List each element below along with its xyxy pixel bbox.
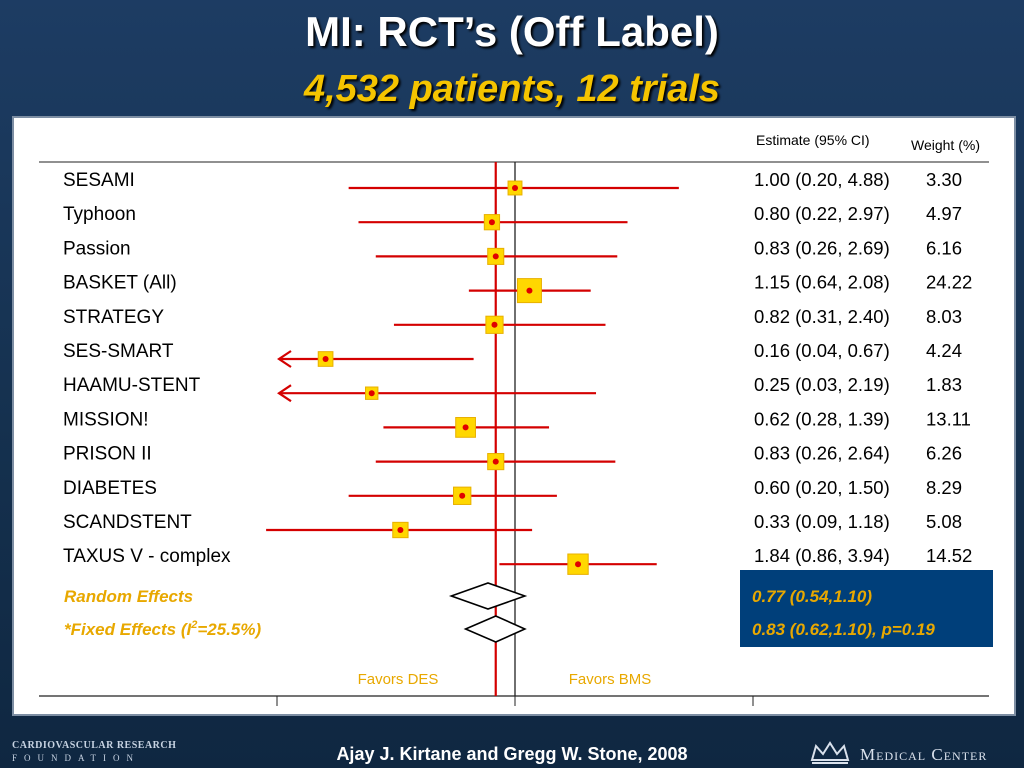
random-effects-label: Random Effects: [64, 587, 193, 606]
trial-name: STRATEGY: [63, 307, 164, 328]
crf-logo-line2: FOUNDATION: [12, 753, 140, 763]
weight-value: 5.08: [926, 511, 962, 532]
fixed-effects-ci: 0.83 (0.62,1.10), p=0.19: [752, 620, 935, 639]
forest-plot: .1 1 10 Estimate (95% CI) Weight (%) SESAMI 1.…: [39, 132, 994, 714]
favors-des-label: Favors DES: [358, 671, 439, 688]
ci-value: 0.83 (0.26, 2.69): [754, 237, 890, 258]
crown-icon: [810, 741, 850, 764]
random-effects-ci: 0.77 (0.54,1.10): [752, 587, 872, 606]
fixed-effects-label-superscript: 2: [190, 619, 197, 631]
weight-value: 3.30: [926, 169, 962, 190]
trial-name: PRISON II: [63, 444, 152, 465]
weight-value: 24.22: [926, 272, 972, 293]
ci-value: 0.25 (0.03, 2.19): [754, 374, 890, 395]
ci-value: 1.15 (0.64, 2.08): [754, 272, 890, 293]
ci-value: 0.83 (0.26, 2.64): [754, 443, 890, 464]
weight-value: 14.52: [926, 545, 972, 566]
ci-value: 0.60 (0.20, 1.50): [754, 477, 890, 498]
point-estimate: [512, 185, 518, 191]
slide-title: MI: RCT’s (Off Label): [305, 8, 719, 55]
followup-note: Mean f/u 1.5 yrs: [874, 713, 994, 714]
point-estimate: [491, 321, 498, 328]
weight-column-header: Weight (%): [911, 137, 980, 153]
weight-value: 13.11: [926, 408, 971, 429]
slide-subtitle: 4,532 patients, 12 trials: [303, 68, 721, 110]
weight-value: 6.16: [926, 237, 962, 258]
ci-value: 0.33 (0.09, 1.18): [754, 511, 890, 532]
trial-name: BASKET (All): [63, 273, 177, 294]
ci-truncation-arrow: [277, 384, 292, 403]
weight-value: 8.03: [926, 306, 962, 327]
medical-center-text: Medical Center: [860, 745, 988, 764]
trial-name: SESAMI: [63, 170, 135, 191]
ci-value: 0.80 (0.22, 2.97): [754, 203, 890, 224]
weight-value: 8.29: [926, 477, 962, 498]
ci-value: 1.00 (0.20, 4.88): [754, 169, 890, 190]
trial-name: TAXUS V - complex: [63, 546, 231, 567]
fixed-effects-label: *Fixed Effects (I2=25.5%): [64, 619, 261, 639]
trial-name: Passion: [63, 238, 131, 259]
favors-bms-label: Favors BMS: [569, 671, 652, 688]
trial-name: SES-SMART: [63, 341, 174, 362]
trial-name: SCANDSTENT: [63, 512, 192, 533]
ci-value: 1.84 (0.86, 3.94): [754, 545, 890, 566]
fixed-effects-diamond: [463, 615, 527, 643]
x-tick-label: 10: [743, 712, 763, 714]
medical-center-logo: Medical Center: [808, 740, 1018, 766]
random-effects-diamond: [448, 582, 528, 610]
weight-value: 4.24: [926, 340, 962, 361]
point-estimate: [492, 458, 499, 465]
crf-logo: CARDIOVASCULAR RESEARCH FOUNDATION: [12, 740, 176, 764]
trial-name: Typhoon: [63, 204, 136, 225]
pooled-results-box: [740, 570, 993, 647]
point-estimate: [462, 424, 469, 431]
weight-value: 4.97: [926, 203, 962, 224]
point-estimate: [397, 527, 404, 533]
footer-credit: Ajay J. Kirtane and Gregg W. Stone, 2008: [336, 744, 688, 764]
point-estimate: [322, 356, 329, 362]
weight-value: 1.83: [926, 374, 962, 395]
ci-truncation-arrow: [277, 350, 292, 368]
x-tick-label: .1: [269, 712, 284, 714]
fixed-effects-label-main: *Fixed Effects (I: [64, 620, 193, 639]
point-estimate: [575, 561, 582, 568]
trial-name: MISSION!: [63, 409, 149, 430]
ci-value: 0.62 (0.28, 1.39): [754, 408, 890, 429]
trial-name: DIABETES: [63, 478, 157, 499]
forest-plot-panel: .1 1 10 Estimate (95% CI) Weight (%) SESAMI 1.…: [12, 116, 1016, 716]
point-estimate: [368, 390, 375, 397]
point-estimate: [459, 492, 466, 499]
ci-value: 0.16 (0.04, 0.67): [754, 340, 890, 361]
point-estimate: [492, 253, 499, 260]
crf-logo-line1: CARDIOVASCULAR RESEARCH: [12, 740, 177, 751]
weight-value: 6.26: [926, 443, 962, 464]
point-estimate: [488, 219, 495, 226]
ci-value: 0.82 (0.31, 2.40): [754, 306, 890, 327]
fixed-effects-label-end: =25.5%): [197, 620, 261, 639]
estimate-column-header: Estimate (95% CI): [756, 132, 870, 148]
x-tick-label: 1: [510, 712, 520, 714]
point-estimate: [526, 287, 533, 294]
trial-name: HAAMU-STENT: [63, 375, 201, 396]
